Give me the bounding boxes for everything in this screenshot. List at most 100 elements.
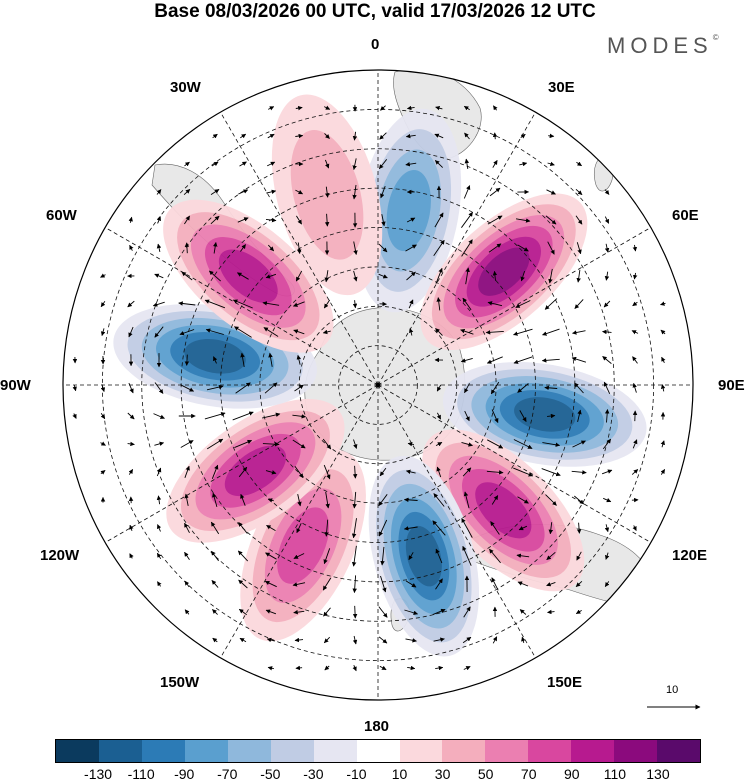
wind-vector — [488, 243, 502, 253]
wind-vector — [184, 522, 190, 534]
wind-vector — [461, 211, 473, 228]
wind-vector — [127, 412, 135, 420]
wind-vector — [548, 268, 553, 284]
wind-vector — [601, 469, 613, 475]
lon-label-120w: 120W — [40, 547, 80, 564]
meridian-line — [377, 227, 651, 386]
anomaly-centre — [356, 108, 462, 313]
wind-vector — [404, 609, 419, 615]
wind-vector — [571, 470, 587, 475]
wind-vector — [485, 330, 504, 335]
wind-vector — [266, 161, 276, 167]
wind-vector — [180, 384, 195, 392]
colorbar-tick-label: 70 — [520, 766, 537, 782]
wind-vector — [576, 269, 581, 283]
wind-vector — [378, 606, 388, 618]
wind-vector — [486, 356, 503, 364]
anomaly-centre — [422, 429, 585, 592]
wind-vector — [492, 132, 498, 140]
wind-vector — [461, 239, 473, 257]
wind-vector — [571, 356, 587, 363]
wind-vector — [266, 637, 275, 643]
colorbar-cell — [571, 740, 615, 762]
colorbar-cell — [614, 740, 658, 762]
wind-vector — [517, 496, 529, 504]
wind-vector — [295, 189, 303, 195]
wind-vector — [128, 326, 134, 338]
wind-vector — [572, 330, 586, 335]
colorbar-tick-label: 130 — [646, 766, 670, 782]
wind-vector — [546, 581, 556, 587]
wind-vector — [513, 356, 533, 364]
wind-vector — [405, 161, 417, 167]
wind-vector — [631, 469, 639, 475]
anomaly-contour — [218, 249, 278, 303]
wind-vector — [463, 185, 471, 199]
wind-vector — [324, 186, 330, 198]
anomaly-contour — [478, 247, 530, 296]
wind-vector — [406, 105, 415, 111]
colorbar-cell — [657, 740, 701, 762]
wind-vector — [405, 244, 417, 252]
wind-vector — [603, 497, 612, 503]
wind-vector — [604, 216, 610, 224]
wind-vector — [352, 465, 358, 479]
colorbar-cell — [141, 740, 185, 762]
wind-vector — [156, 495, 162, 505]
wind-vector — [520, 270, 526, 282]
wind-vector — [178, 301, 196, 306]
wind-vector — [491, 577, 499, 591]
wind-vector — [184, 580, 190, 588]
lon-label-30w: 30W — [170, 79, 201, 96]
wind-vector — [660, 301, 666, 306]
colorbar-tick-label: 30 — [434, 766, 451, 782]
wind-vector — [489, 548, 501, 564]
wind-vector — [436, 412, 442, 420]
wind-vector — [575, 215, 583, 225]
wind-vector — [265, 470, 277, 475]
wind-vector — [156, 467, 162, 477]
wind-vector — [322, 577, 332, 591]
wind-vector — [577, 409, 582, 423]
colorbar-cell — [184, 740, 228, 762]
wind-vector — [211, 464, 219, 479]
wind-vector — [324, 665, 330, 671]
wind-vector — [435, 578, 443, 590]
wind-vector — [213, 356, 218, 364]
wind-vector — [380, 185, 386, 199]
wind-vector — [604, 409, 610, 423]
wind-vector — [432, 608, 446, 616]
meridian-line — [220, 384, 379, 658]
wind-vector — [516, 553, 530, 558]
wind-vector — [293, 609, 305, 615]
wind-vector — [238, 579, 248, 589]
wind-vector — [100, 384, 106, 393]
latitude-circle — [259, 266, 497, 504]
wind-vector — [432, 520, 446, 536]
lon-label-90e: 90E — [718, 377, 745, 394]
wind-vector — [631, 330, 639, 335]
wind-vector — [240, 133, 247, 139]
colorbar-cell — [442, 740, 486, 762]
wind-vector — [632, 525, 637, 532]
wind-vector — [519, 609, 527, 615]
wind-vector — [352, 300, 358, 309]
wind-vector — [541, 468, 561, 477]
wind-vector — [128, 469, 134, 475]
wind-vector — [292, 439, 306, 449]
wind-vector — [157, 524, 162, 532]
wind-vector — [235, 382, 251, 394]
wind-vector — [513, 328, 533, 336]
colorbar-cell — [485, 740, 529, 762]
wind-vector — [380, 546, 385, 566]
wind-vector — [234, 326, 252, 338]
wind-vector — [324, 159, 330, 169]
wind-vector — [322, 329, 331, 335]
wind-vector — [520, 133, 526, 139]
wind-vector — [604, 243, 610, 253]
wind-vector — [295, 270, 303, 282]
wind-vector — [262, 301, 280, 306]
wind-vector — [72, 413, 77, 419]
wind-vector — [129, 553, 134, 559]
wind-vector — [352, 158, 357, 171]
